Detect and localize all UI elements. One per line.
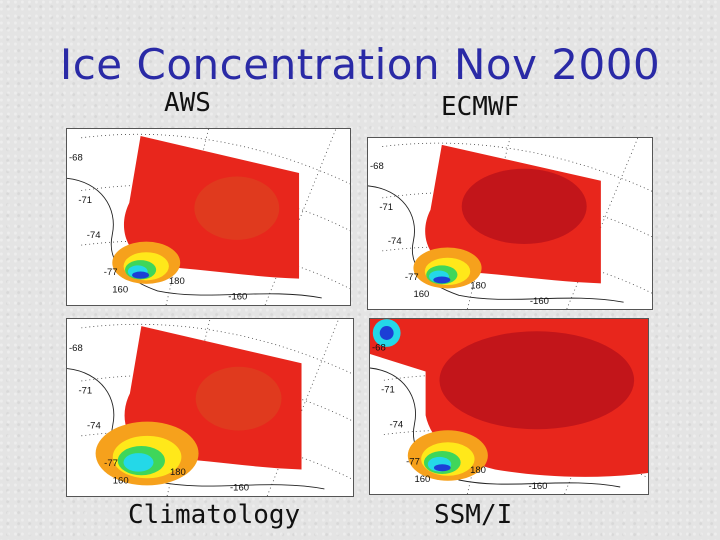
- map-ecmwf: -68 -71 -74 -77 160 180 -160: [367, 137, 653, 310]
- graticule-arc: [382, 142, 652, 192]
- coord-label: -71: [78, 195, 92, 206]
- coord-label: 180: [169, 276, 185, 287]
- map-climatology-svg: -68 -71 -74 -77 160 180 -160: [67, 319, 353, 496]
- coord-label: -77: [405, 272, 419, 283]
- coord-label: 180: [470, 280, 486, 291]
- coord-label: 160: [112, 285, 128, 296]
- coord-label: -160: [528, 481, 547, 492]
- coord-label: -71: [379, 202, 393, 213]
- graticule-arc: [81, 184, 350, 232]
- ice-dark-patch: [439, 331, 635, 430]
- map-aws-svg: -68 -71 -74 -77 160 180 -160: [67, 129, 350, 305]
- map-ssmi-svg: -68 -71 -74 -77 160 180 -160: [370, 319, 648, 494]
- coord-label: -77: [104, 458, 118, 469]
- coord-label: 160: [414, 474, 430, 485]
- open-water-zone: [132, 271, 150, 279]
- coord-label: 180: [470, 465, 486, 476]
- coord-label: -71: [381, 385, 395, 396]
- graticule-arc: [81, 374, 353, 422]
- graticule-arc: [382, 246, 652, 294]
- coord-label: -77: [406, 456, 420, 467]
- coord-label: -77: [104, 267, 118, 278]
- coord-label: -74: [388, 236, 402, 247]
- coord-label: 180: [170, 467, 186, 478]
- coord-label: -74: [87, 230, 101, 241]
- open-water-core: [379, 326, 394, 340]
- coord-label: -74: [87, 421, 101, 432]
- panel-label-ecmwf: ECMWF: [441, 92, 520, 122]
- coord-label: -68: [69, 343, 83, 354]
- coord-label: -68: [69, 153, 83, 164]
- ice-dark-patch: [194, 176, 280, 240]
- graticule-arc: [81, 133, 350, 185]
- slide-title: Ice Concentration Nov 2000: [59, 40, 661, 89]
- coord-label: 160: [113, 476, 129, 487]
- coord-label: -71: [78, 385, 92, 396]
- graticule-meridian: [566, 138, 639, 309]
- open-water-zone: [433, 276, 451, 284]
- ice-dark-patch: [461, 168, 587, 245]
- map-ssmi: -68 -71 -74 -77 160 180 -160: [369, 318, 649, 495]
- coord-label: -160: [530, 296, 549, 307]
- coord-label: 160: [413, 289, 429, 300]
- graticule-arc: [382, 192, 652, 238]
- panel-label-climatology: Climatology: [128, 500, 301, 530]
- map-aws: -68 -71 -74 -77 160 180 -160: [66, 128, 351, 306]
- graticule: [81, 129, 350, 305]
- coord-label: -68: [370, 161, 384, 172]
- coord-label: -160: [228, 292, 247, 303]
- map-climatology: -68 -71 -74 -77 160 180 -160: [66, 318, 354, 497]
- coord-label: -68: [372, 343, 386, 354]
- open-water-zone: [123, 453, 154, 472]
- open-water-zone: [433, 464, 451, 472]
- panel-label-ssmi: SSM/I: [434, 500, 513, 530]
- panel-label-aws: AWS: [164, 88, 211, 118]
- ice-dark-patch: [195, 366, 282, 431]
- coord-label: -74: [389, 420, 403, 431]
- map-ecmwf-svg: -68 -71 -74 -77 160 180 -160: [368, 138, 652, 309]
- coord-label: -160: [230, 483, 249, 494]
